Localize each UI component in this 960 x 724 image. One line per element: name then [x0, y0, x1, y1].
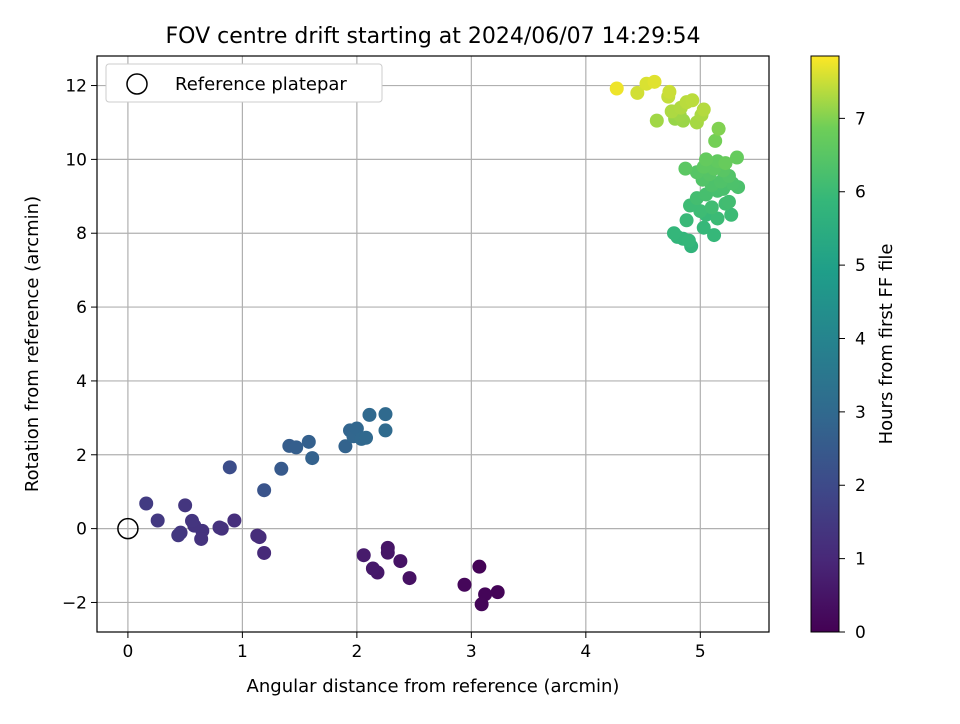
data-point — [212, 520, 227, 535]
plot-frame — [96, 55, 770, 633]
data-point — [359, 430, 374, 445]
data-point — [630, 85, 645, 100]
data-point — [662, 84, 677, 99]
data-point — [681, 233, 696, 248]
reference-platepar-marker — [117, 517, 139, 540]
data-point — [666, 226, 681, 241]
colorbar-tick-label: 2 — [855, 476, 866, 496]
data-point — [457, 577, 472, 592]
y-tick-label: 0 — [76, 520, 87, 540]
data-points — [139, 74, 746, 612]
data-point — [647, 74, 662, 89]
y-tick-label: 4 — [76, 372, 87, 392]
colorbar-tick-label: 6 — [855, 183, 866, 203]
colorbar-gradient — [810, 55, 840, 633]
colorbar-tick-label: 1 — [855, 550, 866, 570]
y-tick-label: −2 — [62, 593, 87, 613]
colorbar-tick-label: 3 — [855, 403, 866, 423]
x-tick-label: 3 — [466, 642, 477, 662]
legend-box — [105, 63, 383, 103]
data-point — [150, 513, 165, 528]
data-point — [139, 496, 154, 511]
data-point — [472, 559, 487, 574]
data-point — [289, 440, 304, 455]
x-axis-ticks: 0 1 2 3 4 5 — [122, 632, 706, 662]
data-point — [474, 597, 489, 612]
colorbar-ticks: 0 1 2 3 4 5 6 7 — [839, 109, 866, 643]
data-point — [222, 460, 237, 475]
colorbar-tick-label: 7 — [855, 109, 866, 129]
colorbar-label: Hours from first FF file — [876, 244, 897, 445]
data-point — [718, 156, 733, 171]
data-point — [171, 528, 186, 543]
y-axis-ticks: −2 0 2 4 6 8 10 12 — [62, 77, 97, 613]
x-tick-label: 1 — [237, 642, 248, 662]
colorbar-tick-label: 5 — [855, 256, 866, 276]
data-point — [699, 152, 714, 167]
chart-title: FOV centre drift starting at 2024/06/07 … — [166, 24, 701, 49]
data-point — [704, 200, 719, 215]
data-point — [402, 571, 417, 586]
x-tick-label: 2 — [351, 642, 362, 662]
data-point — [257, 545, 272, 560]
x-tick-label: 4 — [580, 642, 591, 662]
x-tick-label: 5 — [695, 642, 706, 662]
data-point — [365, 561, 380, 576]
data-point — [393, 554, 408, 569]
data-point — [185, 513, 200, 528]
data-point — [338, 439, 353, 454]
data-point — [378, 423, 393, 438]
colorbar-tick-label: 4 — [855, 329, 866, 349]
data-point — [711, 121, 726, 136]
data-point — [678, 161, 693, 176]
reference-platepar-point — [117, 517, 139, 540]
legend: Reference platepar — [105, 63, 383, 103]
data-point — [609, 81, 624, 96]
data-point — [696, 102, 711, 117]
data-point — [257, 483, 272, 498]
y-tick-label: 2 — [76, 446, 87, 466]
data-point — [194, 531, 209, 546]
data-point — [227, 513, 242, 528]
data-point — [378, 407, 393, 422]
data-point — [685, 93, 700, 108]
legend-open-circle-marker — [126, 73, 148, 95]
y-tick-label: 10 — [65, 150, 87, 170]
data-point — [274, 461, 289, 476]
data-point — [693, 204, 708, 219]
data-point — [679, 213, 694, 228]
data-point — [362, 407, 377, 422]
data-point — [729, 150, 744, 165]
x-tick-label: 0 — [122, 642, 133, 662]
data-point — [178, 498, 193, 513]
data-point — [380, 545, 395, 560]
y-tick-label: 12 — [65, 77, 87, 97]
colorbar-tick-label: 0 — [855, 623, 866, 643]
y-tick-label: 6 — [76, 298, 87, 318]
x-axis-label: Angular distance from reference (arcmin) — [247, 676, 620, 697]
data-point — [721, 194, 736, 209]
y-axis-label: Rotation from reference (arcmin) — [22, 196, 43, 492]
data-point — [490, 585, 505, 600]
y-tick-label: 8 — [76, 224, 87, 244]
data-point — [724, 207, 739, 222]
data-point — [649, 113, 664, 128]
data-point — [305, 451, 320, 466]
data-point — [710, 211, 725, 226]
data-point — [301, 434, 316, 449]
legend-label: Reference platepar — [175, 74, 347, 95]
data-point — [708, 133, 723, 148]
data-point — [356, 548, 371, 563]
data-point — [696, 220, 711, 235]
data-point — [250, 528, 265, 543]
colorbar: 0 1 2 3 4 5 6 7 Hours from first FF file — [810, 55, 897, 643]
data-point — [707, 228, 722, 243]
grid-lines — [97, 56, 769, 632]
